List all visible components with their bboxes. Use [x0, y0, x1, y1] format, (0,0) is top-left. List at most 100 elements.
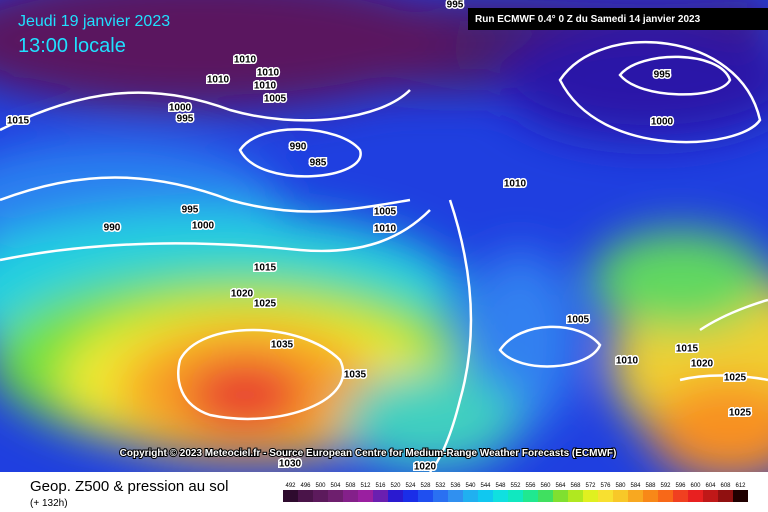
colorbar-label: 572 — [585, 483, 596, 489]
colorbar-label: 600 — [690, 483, 701, 489]
colorbar-label: 580 — [615, 483, 626, 489]
isobar-label: 995 — [177, 114, 194, 125]
colorbar-label: 560 — [540, 483, 551, 489]
colorbar-swatch — [658, 490, 673, 502]
colorbar-label: 520 — [390, 483, 401, 489]
isobar-label: 1025 — [254, 299, 277, 310]
colorbar-label: 568 — [570, 483, 581, 489]
colorbar-swatch — [613, 490, 628, 502]
colorbar-swatch — [598, 490, 613, 502]
colorbar-swatch — [328, 490, 343, 502]
time: 13:00 locale — [18, 35, 126, 57]
isobar-label: 1020 — [414, 462, 437, 473]
isobar-label: 1005 — [374, 207, 397, 218]
isobar-label: 1015 — [7, 116, 30, 127]
isobar-label: 1010 — [207, 75, 230, 86]
colorbar-label: 496 — [300, 483, 311, 489]
isobar-label: 1025 — [729, 408, 752, 419]
colorbar-label: 556 — [525, 483, 536, 489]
isobars — [0, 41, 768, 473]
isobar-label: 1030 — [279, 459, 302, 470]
isobar-label: 985 — [310, 158, 327, 169]
colorbar-label: 588 — [645, 483, 656, 489]
colorbar-label: 540 — [465, 483, 476, 489]
colorbar-label: 576 — [600, 483, 611, 489]
isobar-label: 995 — [447, 0, 464, 11]
isobar-label: 1015 — [254, 263, 277, 274]
colorbar-swatch — [343, 490, 358, 502]
colorbar-label: 528 — [420, 483, 431, 489]
colorbar-swatch — [448, 490, 463, 502]
copyright: Copyright © 2023 Meteociel.fr - Source E… — [120, 448, 617, 459]
colorbar-label: 564 — [555, 483, 566, 489]
colorbar-swatch — [733, 490, 748, 502]
colorbar-label: 524 — [405, 483, 416, 489]
colorbar-swatch — [703, 490, 718, 502]
isobar-label: 1010 — [504, 179, 527, 190]
colorbar-label: 592 — [660, 483, 671, 489]
isobar-label: 1000 — [651, 117, 674, 128]
colorbar-label: 500 — [315, 483, 326, 489]
colorbar-label: 512 — [360, 483, 371, 489]
isobar-label: 990 — [290, 142, 307, 153]
isobar-label: 1010 — [616, 356, 639, 367]
colorbar-label: 608 — [720, 483, 731, 489]
footer-title: Geop. Z500 & pression au sol — [30, 478, 228, 495]
colorbar-label: 492 — [285, 483, 296, 489]
run-box — [468, 8, 768, 30]
colorbar-swatch — [478, 490, 493, 502]
isobar-label: 1000 — [192, 221, 215, 232]
colorbar-swatch — [628, 490, 643, 502]
isobar-label: 1035 — [344, 370, 367, 381]
colorbar-swatch — [538, 490, 553, 502]
colorbar-label: 612 — [735, 483, 746, 489]
colorbar-swatch — [403, 490, 418, 502]
isobar-label: 1000 — [169, 103, 192, 114]
isobar-label: 1015 — [676, 344, 699, 355]
isobar-label: 995 — [654, 70, 671, 81]
isobar-label: 1010 — [234, 55, 257, 66]
colorbar-swatch — [583, 490, 598, 502]
isobar-label: 1010 — [374, 224, 397, 235]
isobar-label: 1005 — [567, 315, 590, 326]
colorbar-swatch — [358, 490, 373, 502]
run-info: Run ECMWF 0.4° 0 Z du Samedi 14 janvier … — [475, 14, 701, 25]
isobar-label: 1020 — [691, 359, 714, 370]
colorbar-swatch — [283, 490, 298, 502]
colorbar-label: 584 — [630, 483, 641, 489]
colorbar-label: 532 — [435, 483, 446, 489]
footer-subtitle: (+ 132h) — [30, 498, 68, 509]
colorbar-swatch — [373, 490, 388, 502]
isobar-labels: 9951015101010101010101010051000995990985… — [5, 0, 753, 474]
colorbar-label: 504 — [330, 483, 341, 489]
colorbar-swatch — [388, 490, 403, 502]
isobar-label: 1010 — [257, 68, 280, 79]
colorbar-label: 604 — [705, 483, 716, 489]
colorbar-swatch — [643, 490, 658, 502]
colorbar-label: 508 — [345, 483, 356, 489]
isobar-label: 1005 — [264, 94, 287, 105]
colorbar-label: 536 — [450, 483, 461, 489]
colorbar-label: 516 — [375, 483, 386, 489]
colorbar-swatch — [688, 490, 703, 502]
colorbar-swatch — [553, 490, 568, 502]
colorbar-swatch — [493, 490, 508, 502]
isobar-label: 990 — [104, 223, 121, 234]
colorbar-label: 552 — [510, 483, 521, 489]
colorbar-swatch — [463, 490, 478, 502]
colorbar-label: 544 — [480, 483, 491, 489]
colorbar-swatch — [298, 490, 313, 502]
isobar-label: 1010 — [254, 81, 277, 92]
colorbar-swatch — [418, 490, 433, 502]
colorbar-swatch — [673, 490, 688, 502]
colorbar-swatch — [508, 490, 523, 502]
colorbar-swatch — [433, 490, 448, 502]
colorbar-swatch — [718, 490, 733, 502]
isobar-label: 995 — [182, 205, 199, 216]
colorbar-swatch — [313, 490, 328, 502]
colorbar-swatch — [523, 490, 538, 502]
date: Jeudi 19 janvier 2023 — [18, 13, 170, 30]
isobar-label: 1020 — [231, 289, 254, 300]
